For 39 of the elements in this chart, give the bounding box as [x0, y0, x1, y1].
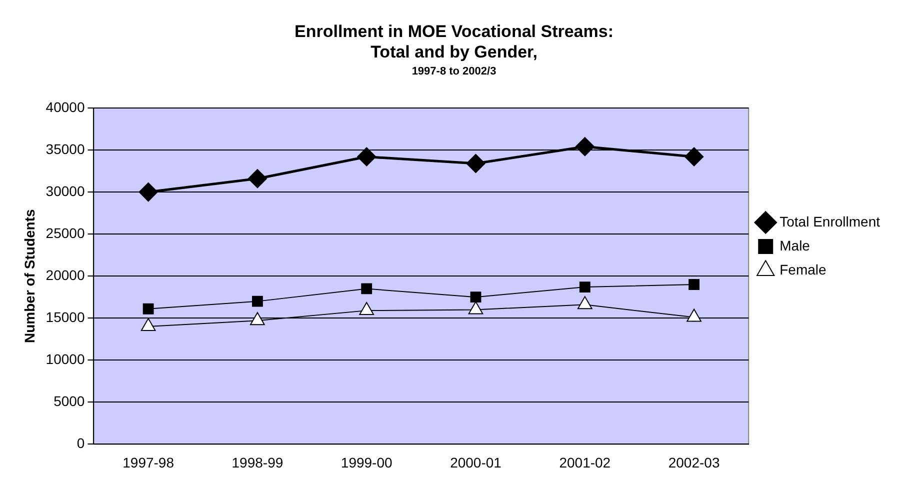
point [248, 169, 267, 188]
legend-label: Female [780, 261, 827, 278]
x-tick-label: 2002-03 [668, 454, 720, 470]
y-tick-label: 10000 [46, 351, 85, 368]
chart-title: Enrollment in MOE Vocational Streams: Total and by Gender, [294, 22, 614, 62]
point [139, 182, 158, 202]
y-axis-title: Number of Students [21, 208, 38, 343]
y-tick-label: 5000 [54, 393, 85, 410]
x-tick-label: 2000-01 [450, 454, 502, 470]
y-tick-label: 30000 [46, 182, 85, 199]
y-tick-label: 15000 [46, 308, 85, 325]
point [577, 296, 592, 310]
point [357, 148, 376, 166]
point [686, 308, 702, 322]
x-tick-label: 1999-00 [340, 454, 392, 470]
point [250, 312, 265, 326]
legend-label: Total Enrollment [780, 213, 880, 230]
y-tick-label: 25000 [46, 224, 85, 241]
point [468, 301, 484, 314]
point [576, 137, 594, 156]
y-tick-label: 20000 [46, 266, 85, 283]
point [470, 292, 482, 303]
y-tick-label: 0 [76, 435, 85, 452]
x-tick-label: 2001-02 [559, 454, 611, 470]
y-tick-label: 40000 [46, 98, 85, 115]
legend-label: Male [780, 237, 810, 254]
point [466, 154, 485, 173]
point [688, 279, 700, 290]
point [579, 282, 590, 292]
point [142, 303, 154, 314]
x-tick-label: 1998-99 [232, 454, 284, 470]
y-tick-label: 35000 [46, 140, 85, 157]
point [359, 302, 374, 316]
x-tick-label: 1997-98 [122, 454, 174, 470]
point [252, 296, 263, 307]
point [361, 283, 372, 294]
chart-subtitle: 1997-8 to 2002/3 [412, 65, 496, 78]
point [684, 148, 704, 166]
point [140, 318, 156, 332]
